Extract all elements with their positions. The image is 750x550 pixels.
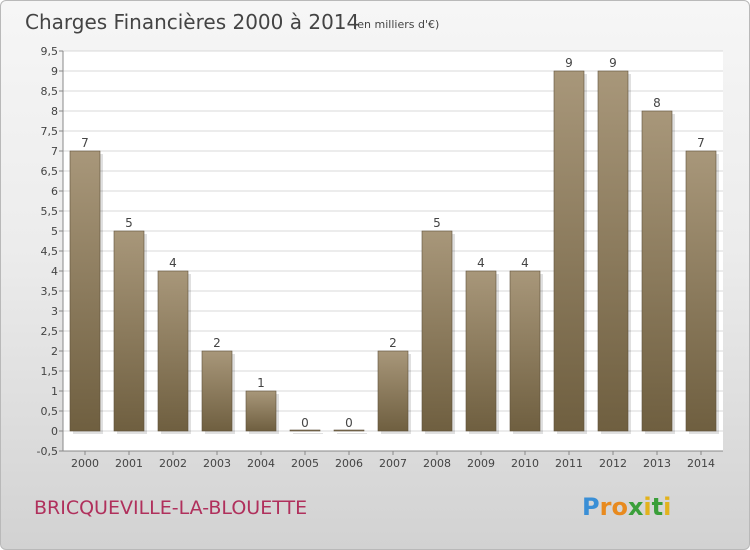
bar (69, 150, 101, 432)
bar-value-label: 0 (345, 416, 353, 430)
bar-value-label: 7 (81, 136, 89, 150)
y-tick-label: 0,5 (41, 405, 59, 418)
chart-subtitle: (en milliers d'€) (353, 18, 439, 31)
proxiti-logo-letter: o (611, 493, 628, 521)
bar-value-label: 2 (389, 336, 397, 350)
y-tick-label: 9 (51, 65, 58, 78)
bar-value-label: 4 (477, 256, 485, 270)
bar-value-label: 5 (125, 216, 133, 230)
y-tick-label: 7,5 (41, 125, 59, 138)
y-tick-label: 3 (51, 305, 58, 318)
bar-value-label: 2 (213, 336, 221, 350)
bar (685, 150, 717, 432)
y-tick-label: 2 (51, 345, 58, 358)
y-tick-label: 5 (51, 225, 58, 238)
x-tick-label: 2003 (203, 457, 231, 470)
y-tick-label: -0,5 (37, 445, 58, 458)
bar (509, 270, 541, 432)
x-tick-label: 2008 (423, 457, 451, 470)
bar-value-label: 9 (565, 56, 573, 70)
x-tick-label: 2009 (467, 457, 495, 470)
x-tick-label: 2005 (291, 457, 319, 470)
bar-value-label: 7 (697, 136, 705, 150)
chart-title: Charges Financières 2000 à 2014 (25, 10, 359, 34)
bar-value-label: 1 (257, 376, 265, 390)
x-tick-label: 2014 (687, 457, 715, 470)
bar-value-label: 0 (301, 416, 309, 430)
bar-shadow (337, 433, 367, 434)
x-tick-label: 2011 (555, 457, 583, 470)
bar-value-label: 9 (609, 56, 617, 70)
bar (333, 429, 365, 432)
y-tick-label: 6 (51, 185, 58, 198)
commune-name: BRICQUEVILLE-LA-BLOUETTE (34, 497, 307, 519)
bar-value-label: 4 (521, 256, 529, 270)
y-tick-label: 9,5 (41, 45, 59, 58)
proxiti-logo-letter: i (643, 493, 651, 521)
proxiti-logo-letter: i (663, 493, 671, 521)
bar-value-label: 8 (653, 96, 661, 110)
y-tick-label: 8,5 (41, 85, 59, 98)
x-tick-label: 2002 (159, 457, 187, 470)
bar (465, 270, 497, 432)
bar (377, 350, 409, 432)
bar (289, 429, 321, 432)
y-tick-label: 7 (51, 145, 58, 158)
x-tick-label: 2007 (379, 457, 407, 470)
y-tick-label: 0 (51, 425, 58, 438)
proxiti-logo-letter: P (582, 493, 600, 521)
y-tick-label: 6,5 (41, 165, 59, 178)
proxiti-logo-letter: t (652, 493, 663, 521)
y-tick-label: 5,5 (41, 205, 59, 218)
y-tick-label: 8 (51, 105, 58, 118)
bar (113, 230, 145, 432)
bar (553, 70, 585, 432)
proxiti-logo: Proxiti (582, 493, 671, 521)
y-tick-label: 4 (51, 265, 58, 278)
x-tick-label: 2004 (247, 457, 275, 470)
y-tick-label: 1 (51, 385, 58, 398)
bar-value-label: 4 (169, 256, 177, 270)
bar-value-label: 5 (433, 216, 441, 230)
x-tick-label: 2001 (115, 457, 143, 470)
bar (201, 350, 233, 432)
y-tick-label: 4,5 (41, 245, 59, 258)
y-tick-label: 3,5 (41, 285, 59, 298)
proxiti-logo-letter: x (628, 493, 644, 521)
bar-shadow (293, 433, 323, 434)
x-tick-label: 2006 (335, 457, 363, 470)
y-tick-label: 1,5 (41, 365, 59, 378)
bar (597, 70, 629, 432)
bar (421, 230, 453, 432)
y-tick-label: 2,5 (41, 325, 59, 338)
x-tick-label: 2012 (599, 457, 627, 470)
bar (641, 110, 673, 432)
proxiti-logo-letter: r (600, 493, 612, 521)
x-tick-label: 2013 (643, 457, 671, 470)
bar (245, 390, 277, 432)
x-tick-label: 2000 (71, 457, 99, 470)
plot-area: -0,5 0 0,5 1 1,5 2 2,5 3 3,5 4 4,5 5 5,5 6 6,5 7 7,5 8 8,5… (37, 45, 723, 470)
x-tick-label: 2010 (511, 457, 539, 470)
bar (157, 270, 189, 432)
